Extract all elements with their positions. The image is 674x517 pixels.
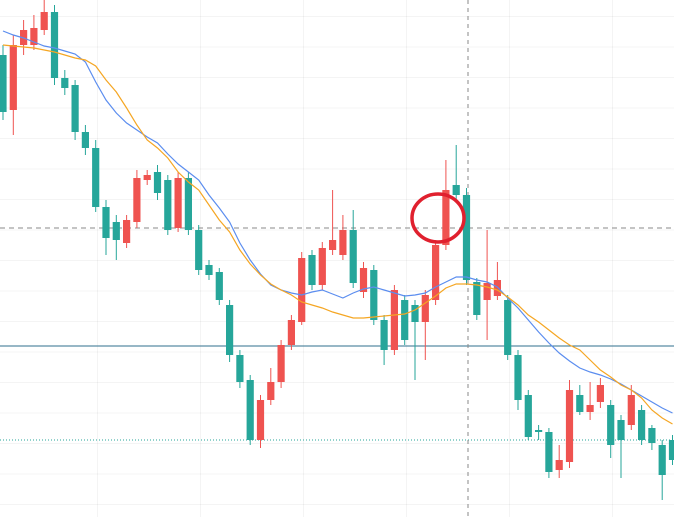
candle-body	[277, 345, 285, 382]
candle-body	[246, 380, 254, 440]
candle-body	[617, 420, 625, 440]
candle-body	[287, 320, 295, 345]
candle-body	[329, 240, 337, 250]
candle-body	[308, 255, 316, 285]
candle-body	[555, 460, 563, 470]
candle-body	[236, 355, 244, 382]
candle-body	[226, 305, 234, 355]
candle-body	[462, 195, 471, 280]
candle-body	[298, 258, 306, 322]
candle-body	[61, 78, 69, 88]
candle-body	[668, 440, 674, 460]
candle-body	[380, 320, 388, 350]
candle-body	[184, 178, 192, 230]
candle-body	[535, 430, 543, 432]
candle-body	[576, 395, 584, 412]
candle-body	[205, 265, 213, 275]
candle-body	[607, 405, 615, 445]
highlight-circle	[410, 192, 466, 244]
candle-body	[524, 395, 532, 437]
candle-body	[658, 445, 666, 475]
candle-body	[102, 207, 110, 238]
candle-body	[421, 295, 429, 322]
candle-body	[40, 12, 48, 30]
moving-averages	[2, 30, 673, 425]
candle-body	[442, 190, 450, 245]
candle-body	[452, 185, 460, 195]
candle-body	[514, 355, 522, 400]
candle-body	[164, 180, 172, 230]
candle-body	[370, 270, 378, 320]
candle-body	[339, 230, 347, 255]
candle-body	[638, 410, 646, 440]
candle-body	[411, 305, 419, 322]
candle-body	[133, 178, 141, 222]
candle-body	[504, 300, 512, 355]
candle-body	[30, 28, 38, 45]
candle-body	[256, 400, 265, 440]
candle-body	[9, 45, 17, 110]
candle-body	[483, 283, 491, 300]
candle-body	[565, 390, 574, 462]
moving-average-line	[2, 44, 673, 425]
price-lines	[0, 227, 674, 441]
candle-body	[545, 432, 553, 472]
candle-body	[71, 85, 79, 132]
candle-body	[627, 395, 635, 425]
candle-body	[586, 405, 594, 412]
candle-body	[401, 300, 409, 340]
candle-body	[493, 280, 501, 296]
candle-body	[596, 385, 604, 402]
candle-body	[0, 55, 7, 112]
candle-body	[215, 272, 223, 300]
candle-body	[81, 132, 89, 148]
candle-body	[174, 178, 182, 228]
moving-average-line	[2, 30, 673, 414]
candle-body	[143, 175, 151, 180]
candle-body	[390, 290, 398, 350]
candle-body	[92, 148, 100, 207]
candle-body	[267, 382, 275, 400]
candle-body	[195, 230, 203, 270]
candle-body	[473, 282, 481, 315]
candle-body	[432, 245, 440, 300]
candle-body	[112, 222, 120, 240]
candles	[0, 0, 674, 500]
candle-body	[50, 12, 59, 78]
candle-body	[648, 428, 656, 443]
candle-body	[123, 220, 131, 243]
candle-body	[153, 172, 162, 193]
candle-body	[359, 268, 368, 292]
candle-body	[318, 248, 326, 285]
candle-body	[349, 230, 357, 283]
